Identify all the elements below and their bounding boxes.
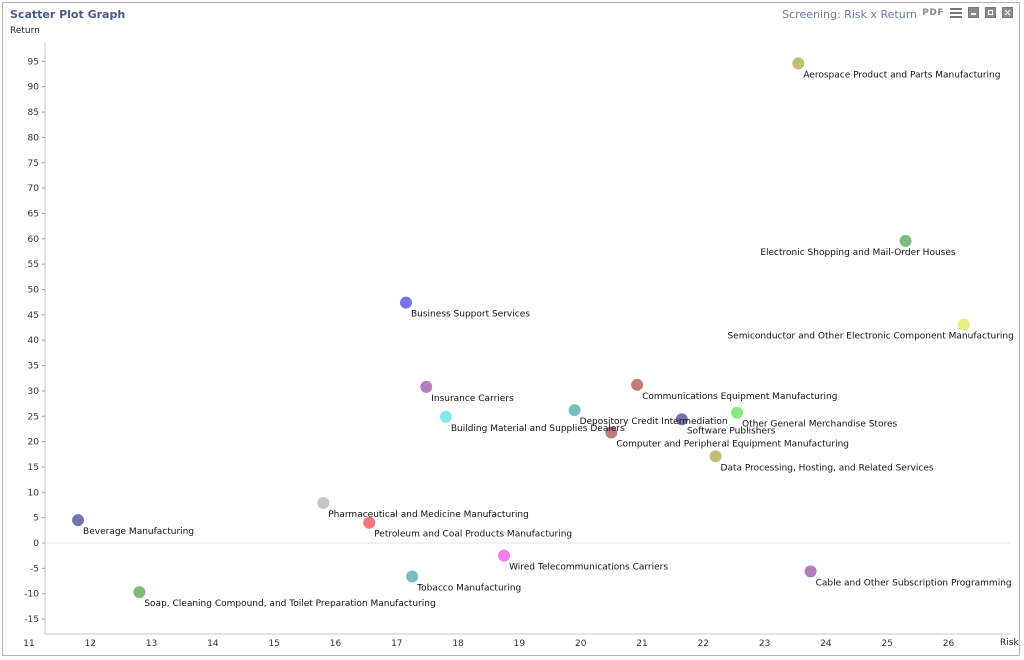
data-point-label: Depository Credit Intermediation xyxy=(580,417,728,427)
data-point-label: Insurance Carriers xyxy=(431,394,514,404)
data-point[interactable] xyxy=(631,378,644,391)
data-point-label: Business Support Services xyxy=(411,310,530,320)
y-tick-label: 30 xyxy=(28,387,40,397)
y-tick-label: 35 xyxy=(28,362,39,372)
y-tick-label: 45 xyxy=(28,311,39,321)
x-tick-label: 18 xyxy=(452,639,464,649)
pdf-export-button[interactable]: PDF xyxy=(922,7,944,18)
data-point-label: Cable and Other Subscription Programming xyxy=(816,578,1012,588)
minimize-icon[interactable] xyxy=(968,7,979,18)
data-point[interactable] xyxy=(406,570,419,583)
data-point-label: Semiconductor and Other Electronic Compo… xyxy=(727,331,1013,341)
data-point[interactable] xyxy=(72,514,85,527)
data-point-label: Soap, Cleaning Compound, and Toilet Prep… xyxy=(144,599,435,609)
data-point[interactable] xyxy=(792,57,805,70)
scatter-plot: -15 -10 -5 0 5 10 15 20 25 30 35 40 45 50 55 60 65 70 75 80… xyxy=(10,26,1019,649)
data-point[interactable] xyxy=(957,318,970,331)
y-tick-label: 55 xyxy=(28,260,39,270)
x-tick-label: 20 xyxy=(575,639,587,649)
x-axis: 11 12 13 14 15 16 17 18 19 20 21 22 23 24 25 26 xyxy=(23,633,1011,649)
x-tick-label: 14 xyxy=(207,639,219,649)
x-tick-label: 15 xyxy=(268,639,279,649)
panel-toolbar: PDF xyxy=(922,7,1013,18)
data-point-label: Building Material and Supplies Dealers xyxy=(451,424,625,434)
x-tick-label: 21 xyxy=(636,639,647,649)
menu-icon[interactable] xyxy=(950,7,962,18)
data-point[interactable] xyxy=(399,296,412,309)
y-tick-label: 70 xyxy=(28,184,40,194)
x-tick-label: 25 xyxy=(881,639,892,649)
x-tick-label: 24 xyxy=(820,639,832,649)
maximize-icon[interactable] xyxy=(985,7,996,18)
data-point[interactable] xyxy=(731,406,744,419)
y-tick-label: 5 xyxy=(33,514,39,524)
data-point-label: Communications Equipment Manufacturing xyxy=(642,392,837,402)
data-point-label: Tobacco Manufacturing xyxy=(416,583,521,593)
y-axis: -15 -10 -5 0 5 10 15 20 25 30 35 40 45 50 55 60 65 70 75 80… xyxy=(24,41,46,634)
data-point-label: Beverage Manufacturing xyxy=(83,527,194,537)
data-point-label: Petroleum and Coal Products Manufacturin… xyxy=(374,530,572,540)
data-point-label: Aerospace Product and Parts Manufacturin… xyxy=(803,70,1000,80)
y-tick-label: 10 xyxy=(28,488,40,498)
y-tick-label: 40 xyxy=(28,336,40,346)
data-point[interactable] xyxy=(709,450,722,463)
x-tick-label: 19 xyxy=(514,639,526,649)
data-point-label: Software Publishers xyxy=(687,426,776,436)
data-point-label: Electronic Shopping and Mail-Order House… xyxy=(760,248,956,258)
y-tick-label: 60 xyxy=(28,235,40,245)
y-tick-label: -5 xyxy=(30,564,39,574)
y-tick-label: 90 xyxy=(28,83,40,93)
y-tick-label: -10 xyxy=(24,590,39,600)
x-tick-label: 26 xyxy=(943,639,955,649)
x-tick-label: 13 xyxy=(146,639,157,649)
data-point-label: Other General Merchandise Stores xyxy=(742,420,898,430)
data-points xyxy=(72,57,970,599)
x-tick-label: 23 xyxy=(759,639,770,649)
y-tick-label: 20 xyxy=(28,438,40,448)
panel-title: Scatter Plot Graph xyxy=(10,8,126,21)
y-tick-label: -15 xyxy=(24,615,39,625)
x-axis-label: Risk xyxy=(1000,638,1019,648)
y-tick-label: 95 xyxy=(28,57,39,67)
x-tick-label: 22 xyxy=(698,639,709,649)
y-tick-label: 85 xyxy=(28,108,39,118)
data-point-label: Data Processing, Hosting, and Related Se… xyxy=(721,463,934,473)
data-point[interactable] xyxy=(899,234,912,247)
y-tick-label: 75 xyxy=(28,159,39,169)
y-tick-label: 65 xyxy=(28,209,39,219)
x-tick-label: 17 xyxy=(391,639,402,649)
data-point[interactable] xyxy=(317,496,330,509)
y-axis-label: Return xyxy=(10,26,40,36)
data-point[interactable] xyxy=(133,586,146,599)
data-point-label: Computer and Peripheral Equipment Manufa… xyxy=(616,439,849,449)
data-point[interactable] xyxy=(568,404,581,417)
data-point[interactable] xyxy=(605,426,618,439)
y-tick-label: 15 xyxy=(28,463,39,473)
data-point[interactable] xyxy=(498,549,511,562)
x-tick-label: 16 xyxy=(330,639,342,649)
data-point[interactable] xyxy=(804,565,817,578)
data-point-label: Pharmaceutical and Medicine Manufacturin… xyxy=(328,510,529,520)
screening-label[interactable]: Screening: Risk x Return xyxy=(782,8,917,21)
y-tick-label: 0 xyxy=(33,539,39,549)
y-tick-label: 25 xyxy=(28,412,39,422)
data-point[interactable] xyxy=(420,380,433,393)
x-tick-label: 12 xyxy=(85,639,96,649)
y-tick-label: 50 xyxy=(28,286,40,296)
data-point-label: Wired Telecommunications Carriers xyxy=(509,563,668,573)
data-point[interactable] xyxy=(363,516,376,529)
data-point[interactable] xyxy=(675,413,688,426)
x-tick-label: 11 xyxy=(23,639,34,649)
close-icon[interactable] xyxy=(1002,7,1013,18)
data-point[interactable] xyxy=(439,410,452,423)
point-labels: Aerospace Product and Parts Manufacturin… xyxy=(83,70,1014,609)
y-tick-label: 80 xyxy=(28,133,40,143)
